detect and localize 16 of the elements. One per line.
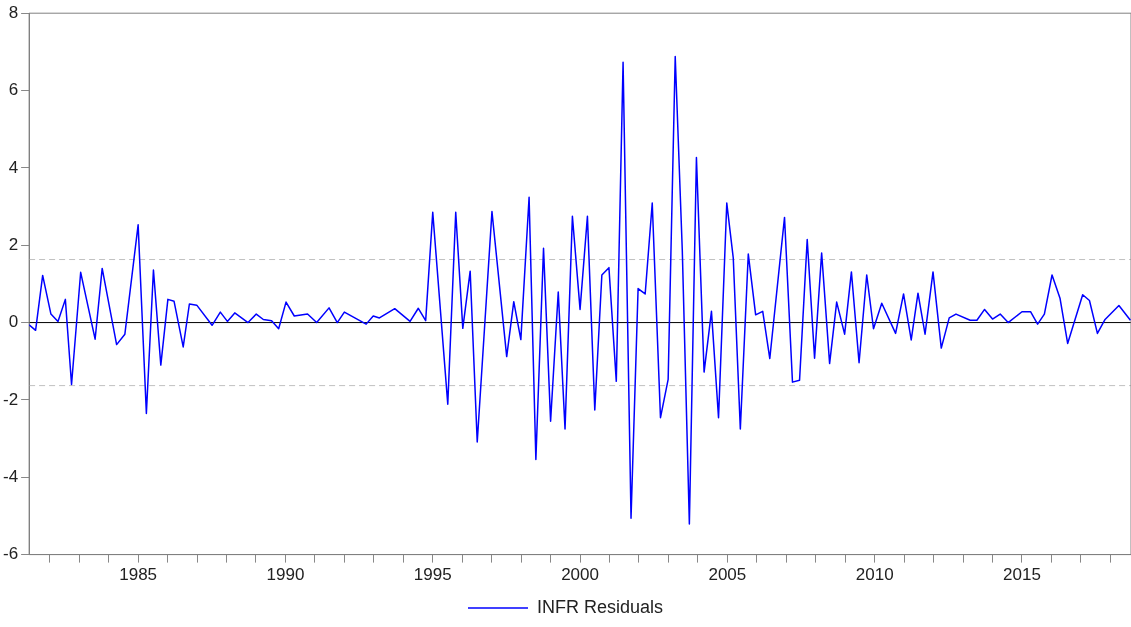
y-tick-label: -6 (2, 544, 19, 564)
x-tick-label: 2015 (1003, 565, 1041, 585)
x-tick-label: 2010 (855, 565, 894, 585)
x-tick-label: 1985 (119, 565, 158, 585)
x-tick-label: 2005 (708, 565, 747, 585)
x-tick-label: 2000 (561, 565, 599, 585)
y-tick-label: -4 (2, 466, 19, 486)
y-tick-label: 0 (8, 312, 19, 332)
y-tick-label: 4 (8, 157, 19, 177)
y-tick-label: 2 (8, 234, 19, 254)
legend-label: INFR Residuals (536, 596, 664, 617)
y-tick-label: 8 (8, 2, 19, 22)
x-tick-label: 1990 (266, 565, 305, 585)
x-tick-label: 1995 (413, 565, 452, 585)
y-tick-label: 6 (8, 80, 19, 100)
y-tick-label: -2 (2, 389, 19, 409)
